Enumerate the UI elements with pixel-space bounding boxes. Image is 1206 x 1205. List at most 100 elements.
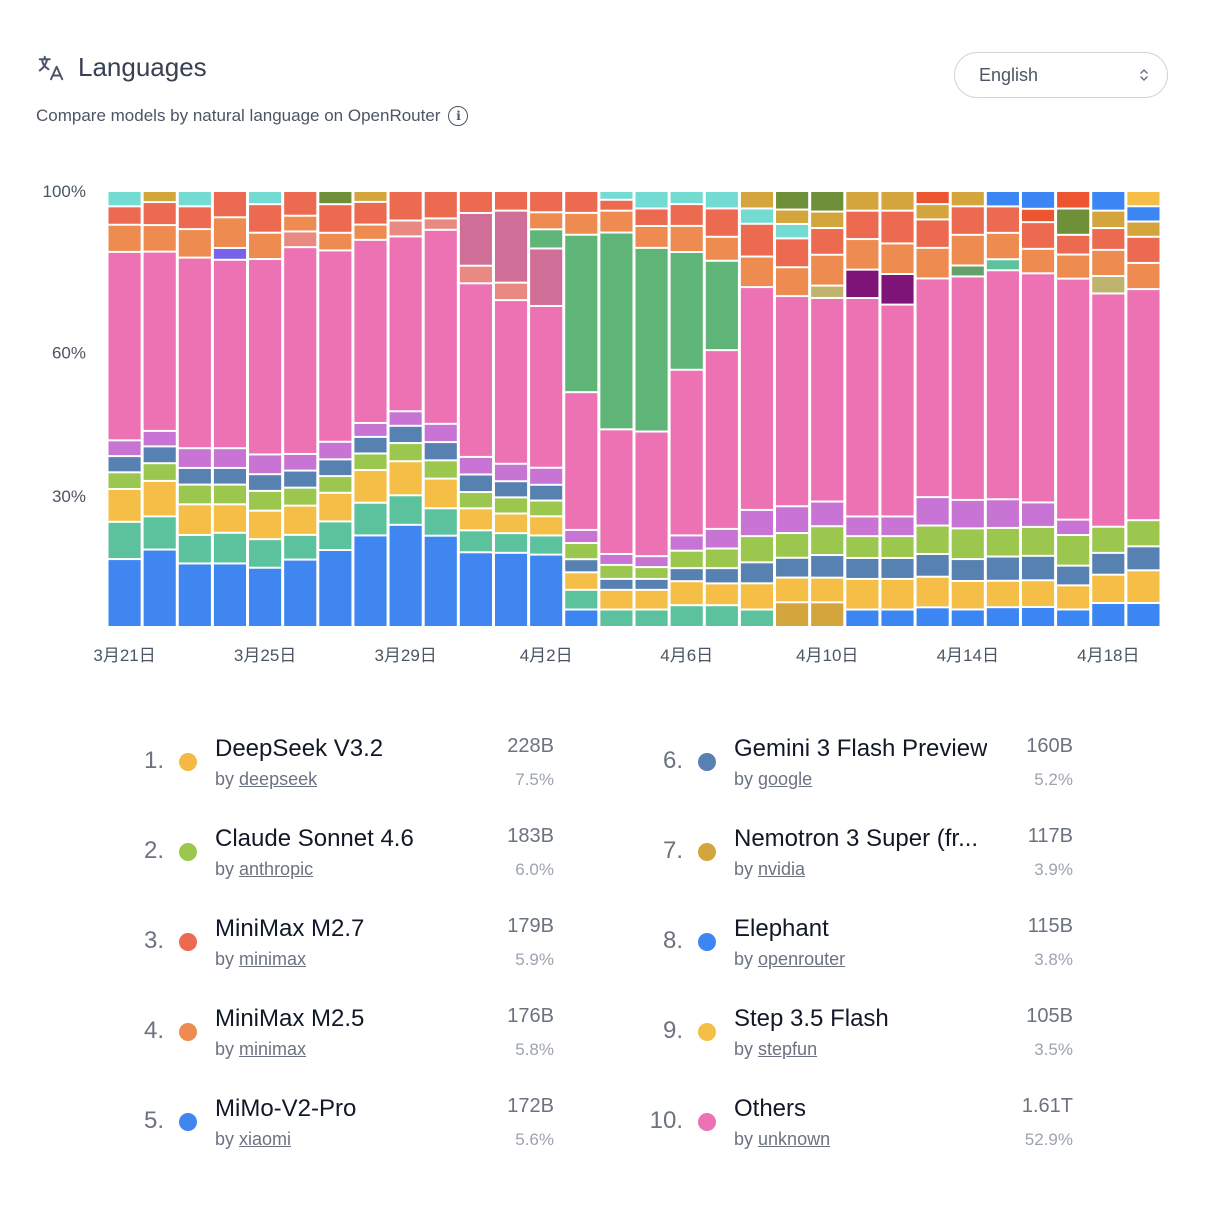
bar-segment[interactable] bbox=[846, 610, 879, 626]
bar-segment[interactable] bbox=[951, 529, 984, 559]
legend-item[interactable]: 8. Elephant by openrouter 115B 3.8% bbox=[639, 905, 1079, 985]
bar-segment[interactable] bbox=[143, 481, 176, 516]
bar-segment[interactable] bbox=[740, 257, 774, 287]
legend-author-link[interactable]: minimax bbox=[239, 1039, 307, 1059]
bar-segment[interactable] bbox=[951, 610, 984, 626]
bar-segment[interactable] bbox=[108, 225, 141, 251]
bar-segment[interactable] bbox=[319, 493, 352, 521]
bar-segment[interactable] bbox=[108, 192, 141, 206]
bar-segment[interactable] bbox=[1127, 263, 1160, 289]
bar-segment[interactable] bbox=[881, 558, 914, 578]
bar-segment[interactable] bbox=[846, 270, 879, 298]
bar-segment[interactable] bbox=[740, 610, 774, 626]
bar-segment[interactable] bbox=[565, 530, 598, 543]
legend-author-link[interactable]: xiaomi bbox=[239, 1129, 292, 1149]
bar-segment[interactable] bbox=[600, 192, 633, 199]
bar-segment[interactable] bbox=[986, 528, 1019, 556]
bar-segment[interactable] bbox=[284, 232, 317, 247]
bar-2[interactable] bbox=[178, 192, 211, 626]
bar-segment[interactable] bbox=[846, 211, 879, 239]
bar-segment[interactable] bbox=[1057, 209, 1090, 234]
bar-segment[interactable] bbox=[530, 468, 563, 484]
bar-segment[interactable] bbox=[565, 610, 598, 626]
legend-model-name[interactable]: Claude Sonnet 4.6 bbox=[215, 825, 414, 852]
legend-model-name[interactable]: MiniMax M2.5 bbox=[215, 1005, 365, 1032]
bar-segment[interactable] bbox=[951, 235, 984, 265]
bar-24[interactable] bbox=[951, 192, 984, 626]
bar-segment[interactable] bbox=[389, 462, 422, 495]
bar-segment[interactable] bbox=[635, 590, 668, 609]
bar-segment[interactable] bbox=[881, 244, 914, 273]
bar-segment[interactable] bbox=[1021, 274, 1055, 502]
bar-segment[interactable] bbox=[459, 493, 492, 508]
bar-segment[interactable] bbox=[705, 209, 738, 236]
bar-5[interactable] bbox=[284, 192, 317, 626]
bar-segment[interactable] bbox=[951, 266, 984, 276]
bar-25[interactable] bbox=[986, 192, 1019, 626]
bar-segment[interactable] bbox=[530, 501, 563, 516]
bar-segment[interactable] bbox=[600, 211, 633, 232]
bar-segment[interactable] bbox=[1021, 503, 1055, 526]
bar-segment[interactable] bbox=[494, 553, 528, 626]
bar-segment[interactable] bbox=[424, 479, 457, 508]
bar-1[interactable] bbox=[143, 192, 176, 626]
bar-segment[interactable] bbox=[986, 260, 1019, 270]
bar-segment[interactable] bbox=[916, 220, 949, 247]
legend-item[interactable]: 4. MiniMax M2.5 by minimax 176B 5.8% bbox=[120, 995, 560, 1075]
legend-item[interactable]: 10. Others by unknown 1.61T 52.9% bbox=[639, 1085, 1079, 1165]
legend-author-link[interactable]: anthropic bbox=[239, 859, 314, 879]
bar-segment[interactable] bbox=[389, 426, 422, 443]
bar-segment[interactable] bbox=[108, 457, 141, 472]
bar-segment[interactable] bbox=[1092, 229, 1125, 249]
bar-segment[interactable] bbox=[424, 230, 457, 423]
bar-segment[interactable] bbox=[776, 268, 809, 296]
bar-segment[interactable] bbox=[916, 526, 949, 553]
bar-segment[interactable] bbox=[705, 261, 738, 350]
bar-segment[interactable] bbox=[178, 258, 211, 448]
bar-segment[interactable] bbox=[319, 460, 352, 476]
bar-22[interactable] bbox=[881, 192, 914, 626]
bar-segment[interactable] bbox=[881, 579, 914, 609]
bar-segment[interactable] bbox=[635, 557, 668, 567]
bar-segment[interactable] bbox=[986, 271, 1019, 499]
bar-segment[interactable] bbox=[740, 192, 774, 208]
bar-segment[interactable] bbox=[986, 233, 1019, 259]
bar-segment[interactable] bbox=[1057, 610, 1090, 626]
bar-segment[interactable] bbox=[846, 240, 879, 269]
bar-segment[interactable] bbox=[600, 579, 633, 589]
bar-segment[interactable] bbox=[670, 205, 703, 225]
bar-14[interactable] bbox=[600, 192, 633, 626]
bar-segment[interactable] bbox=[354, 225, 387, 239]
bar-segment[interactable] bbox=[1021, 192, 1055, 208]
bar-segment[interactable] bbox=[494, 192, 528, 210]
bar-segment[interactable] bbox=[178, 485, 211, 504]
bar-segment[interactable] bbox=[1021, 607, 1055, 626]
bar-segment[interactable] bbox=[213, 260, 247, 448]
bar-segment[interactable] bbox=[530, 536, 563, 554]
bar-segment[interactable] bbox=[424, 536, 457, 626]
bar-26[interactable] bbox=[1021, 192, 1055, 626]
bar-segment[interactable] bbox=[635, 432, 668, 556]
bar-segment[interactable] bbox=[600, 430, 633, 553]
bar-segment[interactable] bbox=[459, 457, 492, 474]
bar-segment[interactable] bbox=[143, 192, 176, 202]
bar-segment[interactable] bbox=[319, 442, 352, 459]
bar-segment[interactable] bbox=[705, 549, 738, 568]
bar-segment[interactable] bbox=[705, 569, 738, 583]
bar-segment[interactable] bbox=[1092, 527, 1125, 552]
bar-segment[interactable] bbox=[249, 475, 282, 490]
bar-segment[interactable] bbox=[916, 608, 949, 626]
bar-segment[interactable] bbox=[670, 606, 703, 626]
bar-segment[interactable] bbox=[530, 230, 563, 248]
bar-segment[interactable] bbox=[740, 584, 774, 609]
bar-segment[interactable] bbox=[881, 610, 914, 626]
bar-20[interactable] bbox=[811, 192, 844, 626]
bar-segment[interactable] bbox=[143, 226, 176, 251]
bar-segment[interactable] bbox=[284, 488, 317, 505]
legend-model-name[interactable]: Nemotron 3 Super (fr... bbox=[734, 825, 979, 852]
bar-segment[interactable] bbox=[1092, 604, 1125, 626]
bar-18[interactable] bbox=[740, 192, 774, 626]
bar-segment[interactable] bbox=[740, 224, 774, 256]
bar-segment[interactable] bbox=[916, 248, 949, 278]
bar-segment[interactable] bbox=[530, 249, 563, 305]
